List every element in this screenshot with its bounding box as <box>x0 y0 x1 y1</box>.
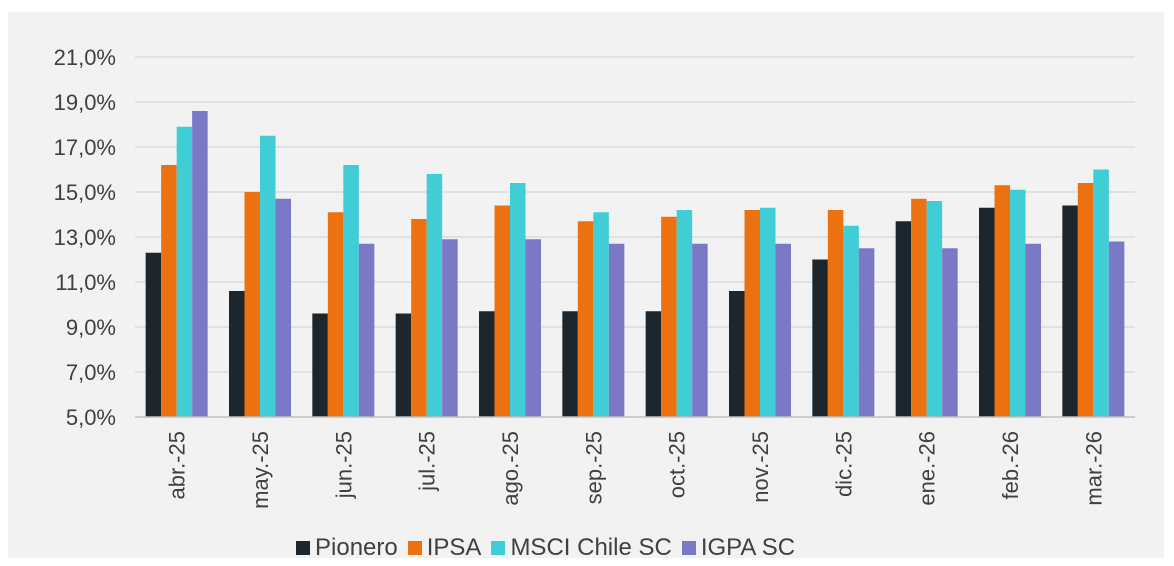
bar-igpa-sc <box>692 243 708 417</box>
bar-pionero <box>229 291 245 417</box>
legend-label-ipsa: IPSA <box>426 534 482 561</box>
bar-ipsa <box>994 185 1010 417</box>
bar-igpa-sc <box>1108 241 1125 417</box>
x-tick-label: feb.-26 <box>998 431 1023 500</box>
bar-ipsa <box>327 212 344 417</box>
x-tick-label: sep.-25 <box>581 431 606 504</box>
y-tick-label: 11,0% <box>55 270 116 295</box>
bar-msci-chile-sc <box>760 207 776 417</box>
bar-msci-chile-sc <box>843 225 859 417</box>
bar-igpa-sc <box>275 198 291 417</box>
bar-igpa-sc <box>608 243 625 417</box>
bar-ipsa <box>1077 183 1094 417</box>
legend-label-msci-chile-sc: MSCI Chile SC <box>510 534 672 561</box>
y-tick-label: 17,0% <box>54 135 116 160</box>
legend-item-ipsa: IPSA <box>407 534 482 562</box>
bar-ipsa <box>244 192 260 417</box>
bar-igpa-sc <box>525 239 541 417</box>
bar-ipsa <box>661 216 677 417</box>
bar-ipsa <box>827 210 844 417</box>
bar-msci-chile-sc <box>343 165 359 417</box>
legend-swatch-pionero <box>296 541 310 555</box>
bar-chart: 5,0% 7,0% 9,0% 11,0% 13,0% 15,0% 17,0% 19,0% 21,… <box>54 45 1135 509</box>
x-tick-label: may.-25 <box>248 431 273 509</box>
y-tick-label: 9,0% <box>66 315 116 340</box>
x-tick-label: nov.-25 <box>748 431 773 503</box>
bar-msci-chile-sc <box>1010 189 1026 417</box>
legend-swatch-igpa-sc <box>681 541 696 555</box>
y-tick-label: 13,0% <box>54 225 116 250</box>
bar-msci-chile-sc <box>426 174 443 417</box>
bar-msci-chile-sc <box>676 210 693 417</box>
bar-msci-chile-sc <box>260 135 276 417</box>
bar-igpa-sc <box>942 248 958 417</box>
bar-igpa-sc <box>192 111 208 417</box>
bar-ipsa <box>494 205 510 417</box>
bar-pionero <box>562 311 578 417</box>
bar-pionero <box>979 207 995 417</box>
bar-igpa-sc <box>1025 243 1041 417</box>
chart-panel: 5,0% 7,0% 9,0% 11,0% 13,0% 15,0% 17,0% 19,0% 21,… <box>8 12 1164 561</box>
bar-igpa-sc <box>775 243 791 417</box>
bar-ipsa <box>577 221 594 417</box>
bar-msci-chile-sc <box>176 126 193 417</box>
x-tick-label: ene.-26 <box>915 431 940 506</box>
x-tick-label: dic.-25 <box>831 431 856 497</box>
bar-pionero <box>729 291 745 417</box>
x-tick-label: jun.-25 <box>331 431 356 499</box>
legend-item-igpa-sc: IGPA SC <box>681 534 796 562</box>
y-tick-label: 7,0% <box>66 360 116 385</box>
bar-pionero <box>145 252 162 417</box>
bar-msci-chile-sc <box>510 183 526 417</box>
bar-ipsa <box>744 210 760 417</box>
chart-legend: Pionero IPSA MSCI Chile SC IGPA SC <box>296 534 805 562</box>
bar-ipsa <box>411 219 427 417</box>
x-tick-label: ago.-25 <box>498 431 523 506</box>
bar-msci-chile-sc <box>593 212 609 417</box>
bar-igpa-sc <box>358 243 375 417</box>
y-tick-label: 19,0% <box>54 90 116 115</box>
y-tick-label: 15,0% <box>54 180 116 205</box>
y-tick-label: 5,0% <box>66 405 116 430</box>
legend-label-pionero: Pionero <box>315 534 398 561</box>
legend-label-igpa-sc: IGPA SC <box>700 534 796 561</box>
y-tick-label: 21,0% <box>54 45 116 70</box>
bar-pionero <box>1062 205 1078 417</box>
legend-swatch-msci-chile-sc <box>491 541 506 555</box>
legend-item-msci-chile-sc: MSCI Chile SC <box>491 534 672 562</box>
bar-pionero <box>395 313 412 417</box>
bar-pionero <box>479 311 495 417</box>
legend-swatch-ipsa <box>407 541 422 555</box>
x-tick-label: jul.-25 <box>415 431 440 492</box>
x-tick-label: oct.-25 <box>665 431 690 498</box>
x-tick-label: mar.-26 <box>1081 431 1106 506</box>
bar-igpa-sc <box>858 248 875 417</box>
bar-pionero <box>645 311 662 417</box>
bar-msci-chile-sc <box>1093 169 1109 417</box>
bar-pionero <box>812 259 828 417</box>
bar-pionero <box>895 221 912 417</box>
bar-ipsa <box>911 198 927 417</box>
bar-pionero <box>312 313 328 417</box>
x-tick-label: abr.-25 <box>165 431 190 500</box>
bar-msci-chile-sc <box>926 201 943 417</box>
legend-item-pionero: Pionero <box>296 534 398 562</box>
bar-igpa-sc <box>442 239 458 417</box>
bar-ipsa <box>161 165 177 417</box>
